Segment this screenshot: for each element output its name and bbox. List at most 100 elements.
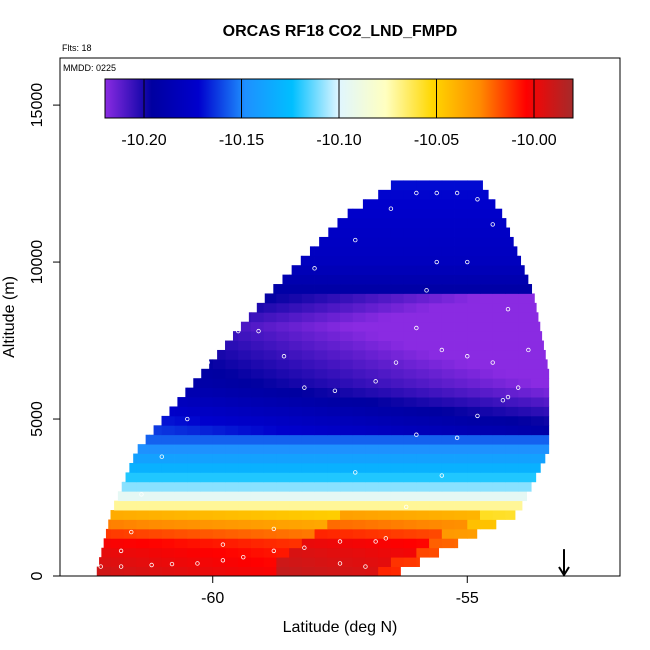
heatmap-cell (441, 472, 455, 483)
flights-annotation: Flts: 18 (62, 43, 92, 53)
heatmap-cell (378, 340, 392, 351)
heatmap-cell (212, 491, 226, 502)
heatmap-cell (250, 491, 265, 502)
heatmap-cell (441, 462, 455, 473)
heatmap-cell (327, 378, 341, 389)
heatmap-cell (340, 312, 354, 323)
heatmap-cell (301, 265, 315, 276)
heatmap-cell (429, 199, 443, 210)
heatmap-cell (403, 331, 417, 341)
heatmap-cell (123, 510, 137, 520)
heatmap-cell (212, 378, 226, 389)
heatmap-cell (416, 538, 430, 549)
heatmap-cell (238, 528, 252, 539)
heatmap-cell (238, 368, 252, 379)
heatmap-cell (340, 415, 354, 426)
heatmap-cell (467, 236, 481, 247)
heatmap-cell (212, 453, 226, 464)
heatmap-cell (250, 481, 265, 492)
heatmap-cell (174, 557, 188, 567)
heatmap-cell (110, 547, 125, 558)
heatmap-cell (416, 312, 430, 323)
heatmap-cell (378, 246, 392, 257)
heatmap-cell (161, 519, 175, 530)
heatmap-cell (301, 481, 315, 492)
heatmap-cell (543, 434, 550, 445)
heatmap-cell (314, 519, 328, 530)
heatmap-cell (480, 302, 494, 313)
heatmap-cell (149, 472, 163, 483)
heatmap-cell (480, 189, 489, 200)
heatmap-cell (319, 236, 328, 247)
heatmap-cell (225, 340, 226, 351)
heatmap-cell (340, 218, 354, 228)
heatmap-cell (263, 378, 277, 389)
heatmap-cell (429, 453, 443, 464)
heatmap-cell (314, 293, 328, 304)
heatmap-cell (429, 180, 443, 191)
heatmap-cell (327, 284, 341, 294)
heatmap-cell (212, 519, 226, 530)
track-point (505, 306, 511, 312)
heatmap-cell (429, 538, 443, 549)
heatmap-cell (149, 547, 163, 558)
heatmap-cell (390, 368, 405, 379)
heatmap-cell (378, 236, 392, 247)
heatmap-cell (212, 557, 226, 567)
heatmap-cell (200, 444, 214, 454)
heatmap-cell (441, 378, 455, 389)
heatmap-cell (352, 491, 366, 502)
heatmap-cell (492, 472, 506, 483)
heatmap-cell (530, 453, 545, 464)
track-point (220, 542, 226, 547)
heatmap-cell (250, 510, 265, 520)
heatmap-cell (441, 208, 455, 219)
heatmap-cell (365, 387, 379, 398)
x-axis-label: Latitude (deg N) (283, 619, 398, 636)
heatmap-cell (403, 387, 417, 398)
heatmap-cell (212, 462, 226, 473)
heatmap-cell (301, 566, 315, 577)
heatmap-cell (416, 293, 430, 304)
heatmap-cell (454, 368, 468, 379)
track-point (302, 385, 307, 390)
heatmap-cell (378, 425, 392, 436)
heatmap-cell (467, 255, 481, 266)
heatmap-cell (263, 434, 277, 445)
heatmap-cell (238, 397, 252, 407)
heatmap-cell (441, 397, 455, 407)
heatmap-cell (416, 208, 430, 219)
heatmap-cell (110, 519, 125, 530)
heatmap-cell (429, 218, 443, 228)
heatmap-cell (225, 472, 239, 483)
heatmap-cell (136, 510, 150, 520)
heatmap-cell (429, 547, 440, 558)
heatmap-cell (467, 510, 481, 520)
heatmap-cell (145, 434, 150, 445)
heatmap-cell (454, 500, 468, 511)
track-point (388, 206, 394, 211)
heatmap-cell (543, 368, 550, 379)
heatmap-cell (403, 274, 417, 285)
heatmap-cell (352, 302, 366, 313)
heatmap-cell (327, 359, 341, 370)
heatmap-cell (467, 265, 481, 276)
heatmap-cell (390, 199, 405, 210)
heatmap-cell (240, 321, 252, 332)
track-point (241, 554, 246, 560)
heatmap-cell (327, 236, 341, 247)
heatmap-cell (416, 265, 430, 276)
heatmap-cell (327, 397, 341, 407)
heatmap-cell (403, 189, 417, 200)
heatmap-cell (352, 208, 366, 219)
track-point (205, 360, 210, 365)
heatmap-cell (238, 510, 252, 520)
heatmap-cell (301, 528, 315, 539)
heatmap-cell (161, 500, 175, 511)
heatmap-cell (238, 415, 252, 426)
heatmap-cell (225, 397, 239, 407)
heatmap-cell (328, 227, 341, 238)
heatmap-cell (416, 472, 430, 483)
heatmap-cell (403, 218, 417, 228)
heatmap-cell (289, 462, 303, 473)
